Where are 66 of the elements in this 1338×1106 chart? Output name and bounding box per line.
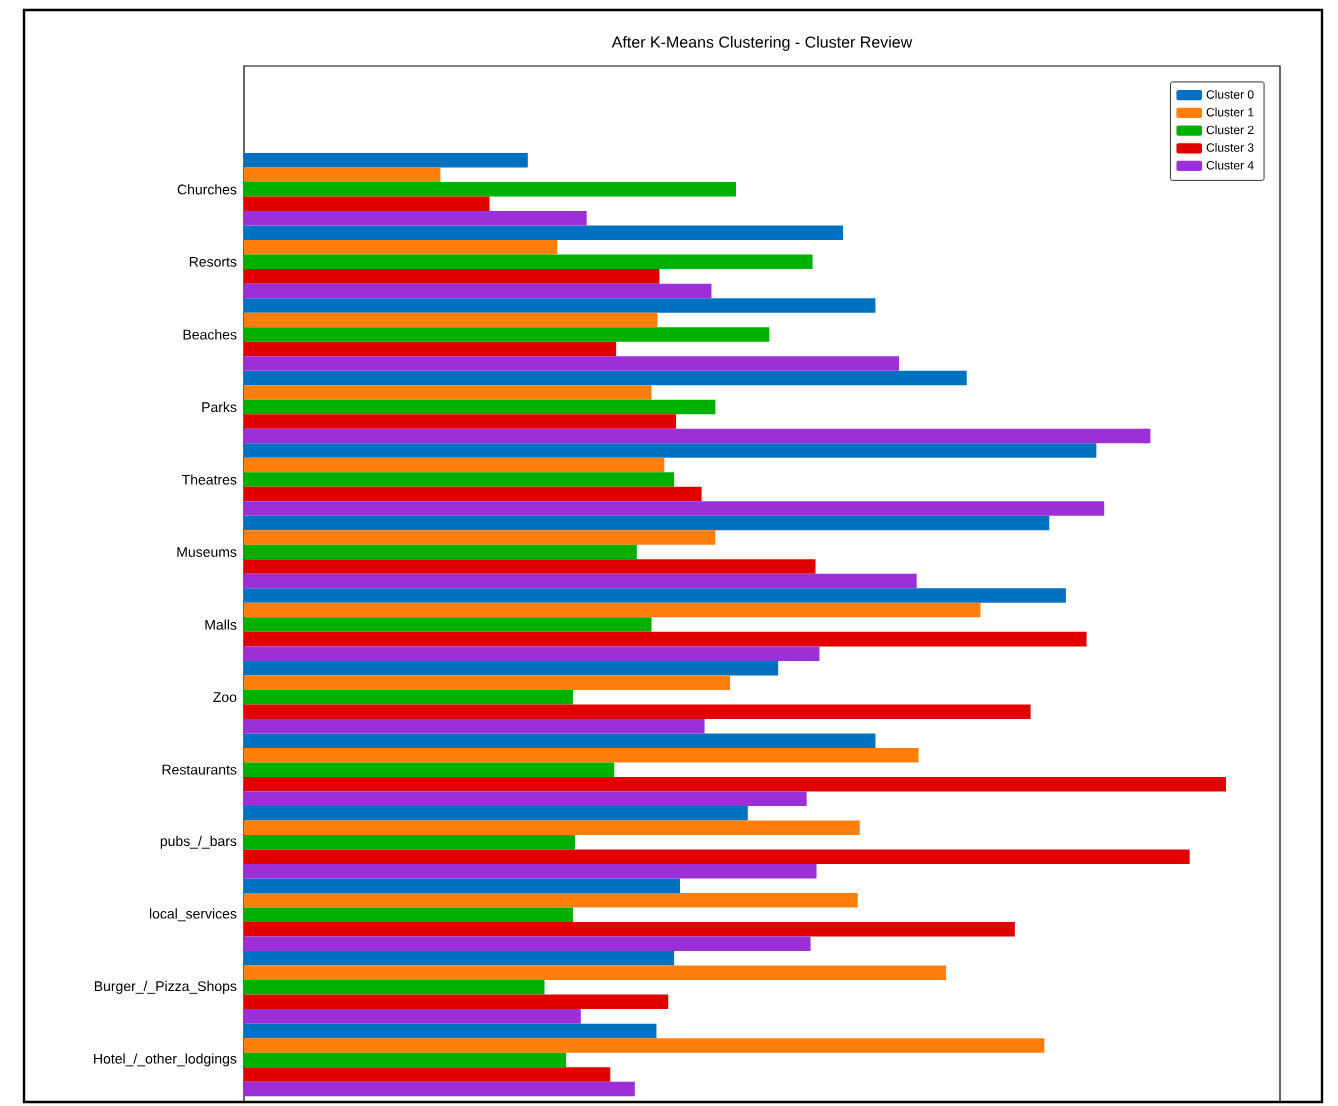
bar <box>244 675 731 690</box>
bar <box>244 718 705 734</box>
bar <box>244 965 947 981</box>
bar <box>244 153 528 168</box>
bar <box>244 167 441 183</box>
bar <box>244 327 770 342</box>
bar <box>244 1067 611 1082</box>
bar <box>244 559 816 574</box>
bar <box>244 820 860 835</box>
bar <box>244 573 917 589</box>
bar <box>244 356 899 371</box>
bar <box>244 776 1226 792</box>
bar <box>244 951 675 966</box>
bar <box>244 1009 581 1024</box>
bar <box>244 486 702 502</box>
bar <box>244 689 573 705</box>
chart-title: After K-Means Clustering - Cluster Review <box>611 36 913 51</box>
bar <box>244 544 637 560</box>
bar <box>244 878 681 894</box>
bar <box>244 443 1097 458</box>
bar <box>244 501 1105 516</box>
bar <box>244 312 658 328</box>
bar <box>244 835 575 850</box>
bar <box>244 704 1031 719</box>
bar <box>244 196 490 212</box>
bar <box>244 414 677 429</box>
bar <box>244 936 811 952</box>
bar <box>244 269 660 284</box>
bar <box>244 922 1015 937</box>
bar <box>244 211 587 226</box>
bar <box>244 1052 567 1068</box>
bar <box>244 646 820 661</box>
bar <box>244 283 712 299</box>
bar <box>244 428 1151 444</box>
bar <box>244 660 779 676</box>
bar <box>244 1038 1045 1053</box>
bar <box>244 1023 657 1039</box>
bar <box>244 399 716 415</box>
bar <box>244 980 545 995</box>
bar <box>244 472 675 487</box>
bar <box>244 588 1066 603</box>
bar <box>244 530 716 545</box>
bar <box>244 298 876 313</box>
bar <box>244 805 748 821</box>
bar <box>244 747 919 763</box>
bar <box>244 515 1050 531</box>
bar <box>244 240 558 255</box>
bar <box>244 907 573 923</box>
bar <box>244 225 844 241</box>
bar <box>244 994 669 1010</box>
bar <box>244 791 807 806</box>
bar <box>244 341 617 357</box>
bar <box>244 762 615 777</box>
bar <box>244 849 1190 865</box>
bar <box>244 631 1087 647</box>
bar <box>244 893 858 908</box>
bar <box>244 617 652 632</box>
bar <box>244 385 652 400</box>
bar <box>244 370 967 386</box>
bar <box>244 182 736 197</box>
bar <box>244 254 813 270</box>
bar <box>244 864 817 879</box>
bar <box>244 602 981 618</box>
bar <box>244 733 876 748</box>
bar <box>244 457 665 473</box>
bar <box>244 1081 635 1097</box>
